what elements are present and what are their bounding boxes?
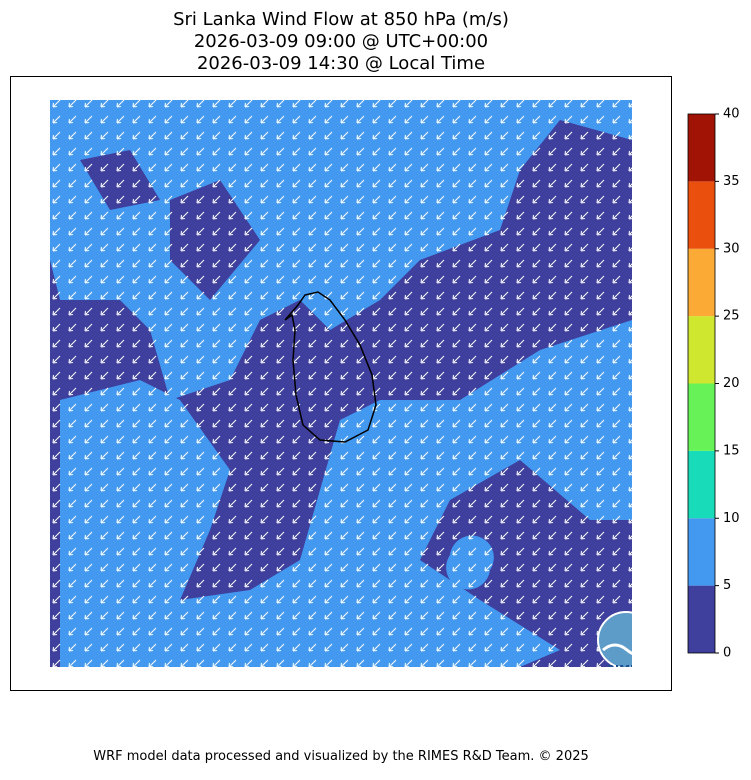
logo-text: RIMES [607,663,646,676]
colorbar-tick-label: 20 [723,376,740,391]
footer: WRF model data processed and visualized … [93,749,589,764]
title-line-3: 2026-03-09 14:30 @ Local Time [197,53,485,74]
colorbar-tick-label: 0 [723,646,731,661]
sri-lanka-coastline [284,291,377,443]
colorbar: 0 5 10 15 20 25 30 35 40 [687,107,740,661]
colorbar-tick-label: 5 [723,578,731,593]
wind-arrows [50,100,632,667]
colorbar-tick-label: 40 [723,107,740,122]
colorbar-tick-label: 15 [723,443,740,458]
map-frame [10,76,672,691]
colorbar-bin [688,316,715,384]
colorbar-bin [688,383,715,451]
colorbar-bin [688,518,715,586]
colorbar-bin [688,450,715,519]
colorbar-bin [688,248,715,317]
colorbar-tick-label: 10 [723,511,740,526]
colorbar-tick-label: 30 [723,241,740,256]
colorbar-bin [688,181,715,249]
colorbar-bin [688,114,715,182]
colorbar-tick-label: 35 [723,174,740,189]
rimes-logo: RIMES [597,611,646,676]
title-line-2: 2026-03-09 09:00 @ UTC+00:00 [194,31,488,52]
wind-map: RIMES [50,100,646,676]
colorbar-bin [688,585,715,653]
colorbar-tick-label: 25 [723,309,740,324]
title-line-1: Sri Lanka Wind Flow at 850 hPa (m/s) [173,9,509,30]
